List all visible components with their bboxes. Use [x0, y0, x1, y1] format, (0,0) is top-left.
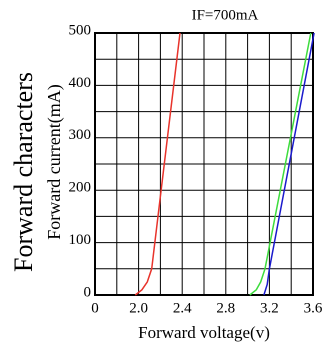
line-series	[249, 32, 312, 296]
chart-title: IF=700mA	[192, 7, 259, 23]
y-tick-label: 100	[69, 232, 92, 248]
y-axis-label: Forward current(mA)	[44, 84, 65, 239]
line-series	[263, 32, 315, 296]
x-tick-label: 0	[91, 300, 99, 316]
plot-frame	[94, 32, 314, 296]
x-axis-label: Forward voltage(v)	[138, 323, 270, 342]
y-tick-label: 200	[69, 180, 92, 196]
y-tick-label: 400	[69, 75, 92, 91]
y-tick-label: 300	[69, 127, 92, 143]
side-title: Forward characters	[9, 72, 38, 272]
x-tick-label: 3.2	[260, 300, 279, 316]
x-tick-label: 2.8	[216, 300, 235, 316]
y-tick-label: 0	[84, 284, 92, 300]
x-tick-label: 2.4	[173, 300, 192, 316]
y-tick-label: 500	[69, 22, 92, 38]
line-series	[134, 32, 181, 296]
x-tick-label: 2.0	[129, 300, 148, 316]
x-tick-label: 3.6	[304, 300, 323, 316]
